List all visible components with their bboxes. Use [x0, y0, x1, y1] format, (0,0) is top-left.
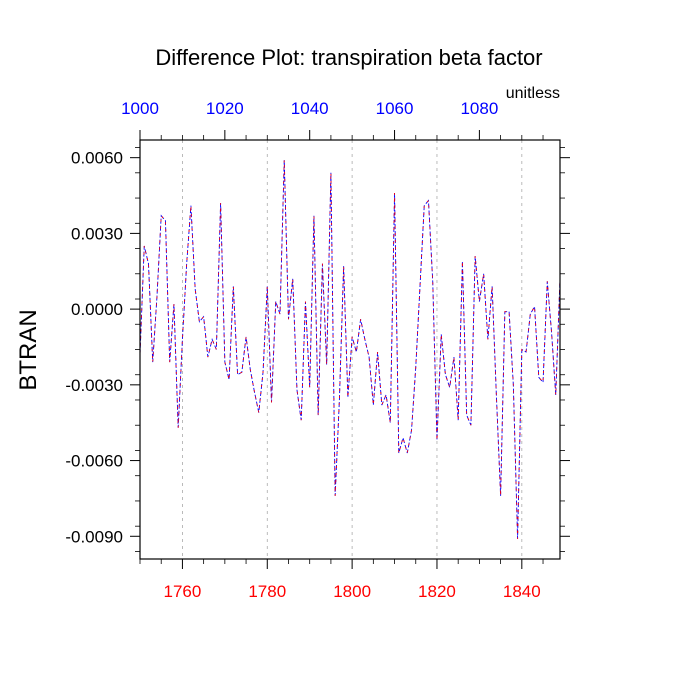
plot-frame [139, 139, 561, 560]
x-top-tick-label: 1060 [376, 99, 414, 118]
x-top-tick-label: 1020 [206, 99, 244, 118]
x-axis-top-ticks: 1000 1020 1040 1060 1080 [121, 99, 544, 140]
series-line-0 [139, 160, 561, 539]
y-tick-label: -0.0090 [65, 527, 123, 546]
x-bottom-tick-label: 1800 [333, 582, 371, 601]
grid-lines [182, 140, 523, 559]
y-tick-label: -0.0060 [65, 452, 123, 471]
x-bottom-tick-label: 1820 [418, 582, 456, 601]
y-tick-label: 0.0030 [71, 224, 123, 243]
units-label: unitless [506, 85, 560, 102]
y-axis-label: BTRAN [15, 309, 42, 390]
y-axis-ticks: 0.0060 0.0030 0.0000 -0.0030 -0.0060 -0.0090 [65, 147, 570, 552]
x-bottom-tick-label: 1840 [503, 582, 541, 601]
y-tick-label: 0.0000 [71, 300, 123, 319]
data-series [139, 160, 561, 539]
x-top-tick-label: 1040 [291, 99, 329, 118]
x-axis-bottom-ticks: 1760 1780 1800 1820 1840 [139, 559, 544, 601]
x-top-tick-label: 1080 [460, 99, 498, 118]
chart-title: Difference Plot: transpiration beta fact… [155, 45, 542, 70]
x-bottom-tick-label: 1760 [164, 582, 202, 601]
x-top-tick-label: 1000 [121, 99, 159, 118]
x-bottom-tick-label: 1780 [248, 582, 286, 601]
y-tick-label: -0.0030 [65, 376, 123, 395]
series-line-1 [139, 160, 561, 539]
y-tick-label: 0.0060 [71, 149, 123, 168]
